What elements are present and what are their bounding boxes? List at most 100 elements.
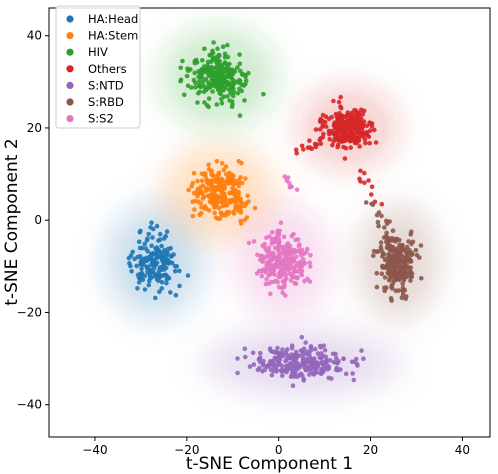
legend-label: HA:Head <box>88 12 138 26</box>
data-point <box>322 348 328 353</box>
data-point <box>208 194 213 200</box>
data-point <box>271 267 277 273</box>
data-point <box>363 140 368 146</box>
data-point <box>298 270 304 276</box>
data-point <box>371 253 376 258</box>
data-point <box>254 271 260 276</box>
data-point <box>221 191 227 197</box>
data-point <box>403 296 409 302</box>
data-point <box>202 100 207 105</box>
data-point <box>147 271 152 276</box>
data-point <box>363 200 369 205</box>
data-point <box>235 198 241 203</box>
data-point <box>220 195 225 200</box>
data-point <box>214 69 220 75</box>
data-point <box>307 138 312 143</box>
data-point <box>287 185 293 190</box>
data-point <box>295 361 300 366</box>
data-point <box>353 356 359 362</box>
data-point <box>180 58 185 64</box>
data-point <box>200 191 205 196</box>
data-point <box>243 200 249 206</box>
data-point <box>145 236 150 241</box>
data-point <box>185 273 191 278</box>
data-point <box>165 246 171 252</box>
data-point <box>174 264 180 269</box>
legend-marker <box>66 98 74 106</box>
data-point <box>281 261 286 266</box>
data-point <box>399 259 405 265</box>
data-point <box>242 98 247 103</box>
data-point <box>160 258 165 263</box>
data-point <box>282 278 288 284</box>
data-point <box>236 177 242 183</box>
data-point <box>171 252 176 257</box>
data-point <box>208 59 214 64</box>
data-point <box>267 262 273 268</box>
data-point <box>406 256 412 262</box>
data-point <box>127 261 132 266</box>
density-regions <box>102 24 442 399</box>
data-point <box>308 357 314 363</box>
data-point <box>223 180 228 185</box>
data-point <box>135 286 140 291</box>
data-point <box>284 352 290 357</box>
data-point <box>225 79 230 85</box>
data-point <box>264 364 270 370</box>
data-point <box>161 236 167 241</box>
data-point <box>222 55 228 60</box>
data-point <box>372 127 377 133</box>
data-point <box>148 254 154 260</box>
data-point <box>296 248 301 253</box>
data-point <box>387 238 393 243</box>
data-point <box>355 112 361 118</box>
data-point <box>237 113 243 118</box>
data-point <box>257 355 263 361</box>
data-point <box>184 73 190 79</box>
data-point <box>149 243 154 249</box>
data-point <box>302 278 307 284</box>
data-point <box>221 94 226 99</box>
data-point <box>284 263 290 269</box>
data-point <box>208 184 214 190</box>
data-point <box>280 347 285 352</box>
data-point <box>246 240 252 246</box>
data-point <box>150 260 155 265</box>
data-point <box>270 236 275 242</box>
data-point <box>327 136 333 142</box>
data-point <box>307 264 313 269</box>
data-point <box>150 235 155 240</box>
legend-label: Others <box>88 62 127 76</box>
data-point <box>320 134 326 140</box>
data-point <box>338 94 344 100</box>
data-point <box>252 205 258 211</box>
data-point <box>235 356 240 361</box>
data-point <box>367 140 373 146</box>
data-point <box>146 231 151 237</box>
data-point <box>199 171 205 177</box>
data-point <box>285 347 290 352</box>
data-point <box>236 183 242 189</box>
data-point <box>225 42 230 48</box>
data-point <box>326 116 332 122</box>
data-point <box>251 362 257 367</box>
data-point <box>382 225 387 230</box>
data-point <box>213 204 219 209</box>
data-point <box>341 356 346 362</box>
data-point <box>216 194 222 200</box>
data-point <box>226 74 231 80</box>
data-point <box>138 275 143 280</box>
data-point <box>293 147 299 153</box>
data-point <box>198 84 204 90</box>
data-point <box>383 218 389 224</box>
data-point <box>313 361 319 367</box>
data-point <box>280 373 285 379</box>
data-point <box>198 184 203 190</box>
data-point <box>350 371 355 376</box>
data-point <box>230 93 236 99</box>
data-point <box>136 239 142 245</box>
data-point <box>333 360 339 365</box>
data-point <box>344 118 350 123</box>
data-point <box>410 239 416 245</box>
data-point <box>231 211 237 216</box>
